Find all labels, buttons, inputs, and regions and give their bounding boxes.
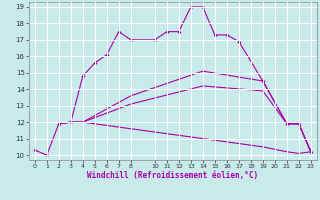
X-axis label: Windchill (Refroidissement éolien,°C): Windchill (Refroidissement éolien,°C) [87, 171, 258, 180]
